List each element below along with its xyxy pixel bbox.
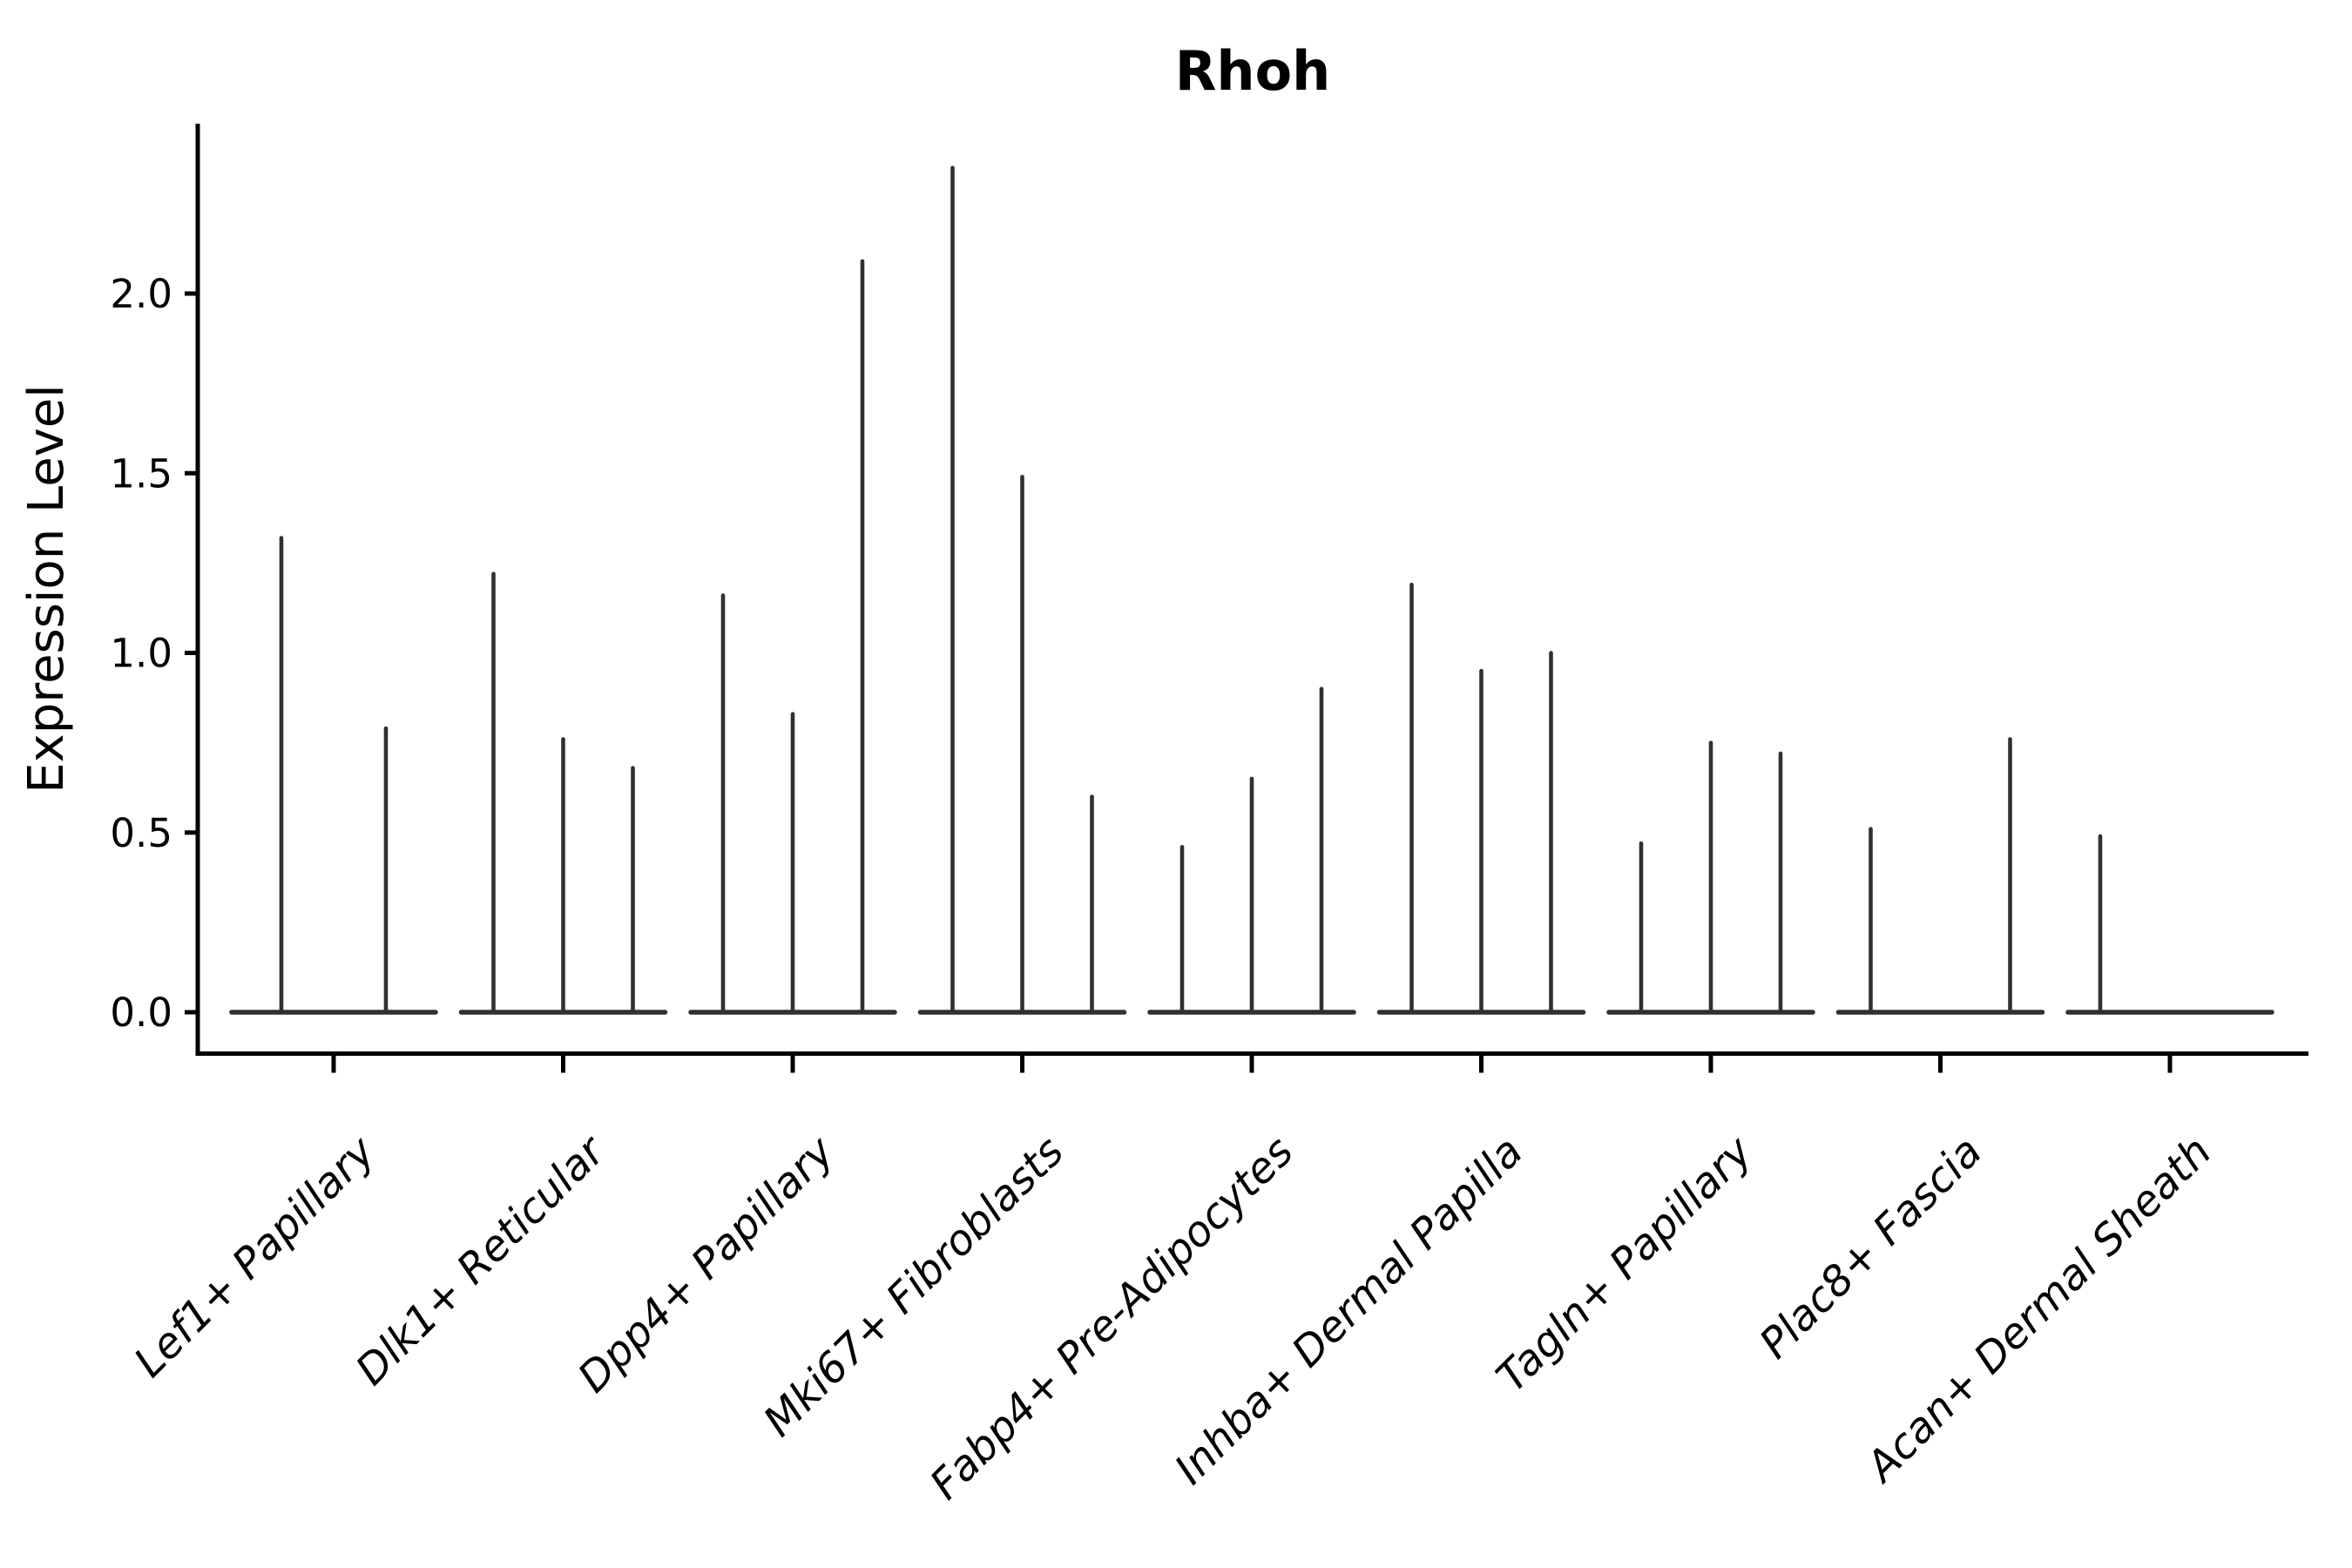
y-tick-label: 1.0 <box>110 631 172 677</box>
violin-group-inhba-dermal-papilla <box>1376 582 1586 1015</box>
violin-group-tagln-papillary <box>1606 740 1815 1015</box>
x-tick-label-fabp4-pre-adipocytes: Fabp4+ Pre-Adipocytes <box>921 1127 1303 1510</box>
violin-group-dpp4-papillary <box>688 259 897 1015</box>
y-tick-label: 2.0 <box>110 271 172 317</box>
y-tick-label: 0.0 <box>110 990 172 1036</box>
x-tick-label-lef1-papillary: Lef1+ Papillary <box>125 1126 385 1387</box>
chart-title: Rhoh <box>1175 39 1331 103</box>
violin-group-dlk1-reticular <box>458 571 668 1015</box>
violin-group-acan-dermal-sheath <box>2065 834 2274 1015</box>
y-tick-label: 1.5 <box>110 450 172 497</box>
x-tick-label-dlk1-reticular: Dlk1+ Reticular <box>347 1125 617 1396</box>
x-tick-label-tagln-papillary: Tagln+ Papillary <box>1487 1126 1762 1402</box>
x-tick-label-dpp4-papillary: Dpp4+ Papillary <box>569 1126 844 1402</box>
violin-group-plac8-fascia <box>1835 737 2045 1015</box>
violin-group-lef1-papillary <box>229 536 438 1015</box>
violin-group-mki67-fibroblasts <box>917 166 1127 1015</box>
x-tick-label-plac8-fascia: Plac8+ Fascia <box>1750 1127 1991 1369</box>
y-axis-label: Expression Level <box>18 384 75 794</box>
violin-group-fabp4-pre-adipocytes <box>1147 686 1356 1015</box>
y-tick-label: 0.5 <box>110 810 172 856</box>
